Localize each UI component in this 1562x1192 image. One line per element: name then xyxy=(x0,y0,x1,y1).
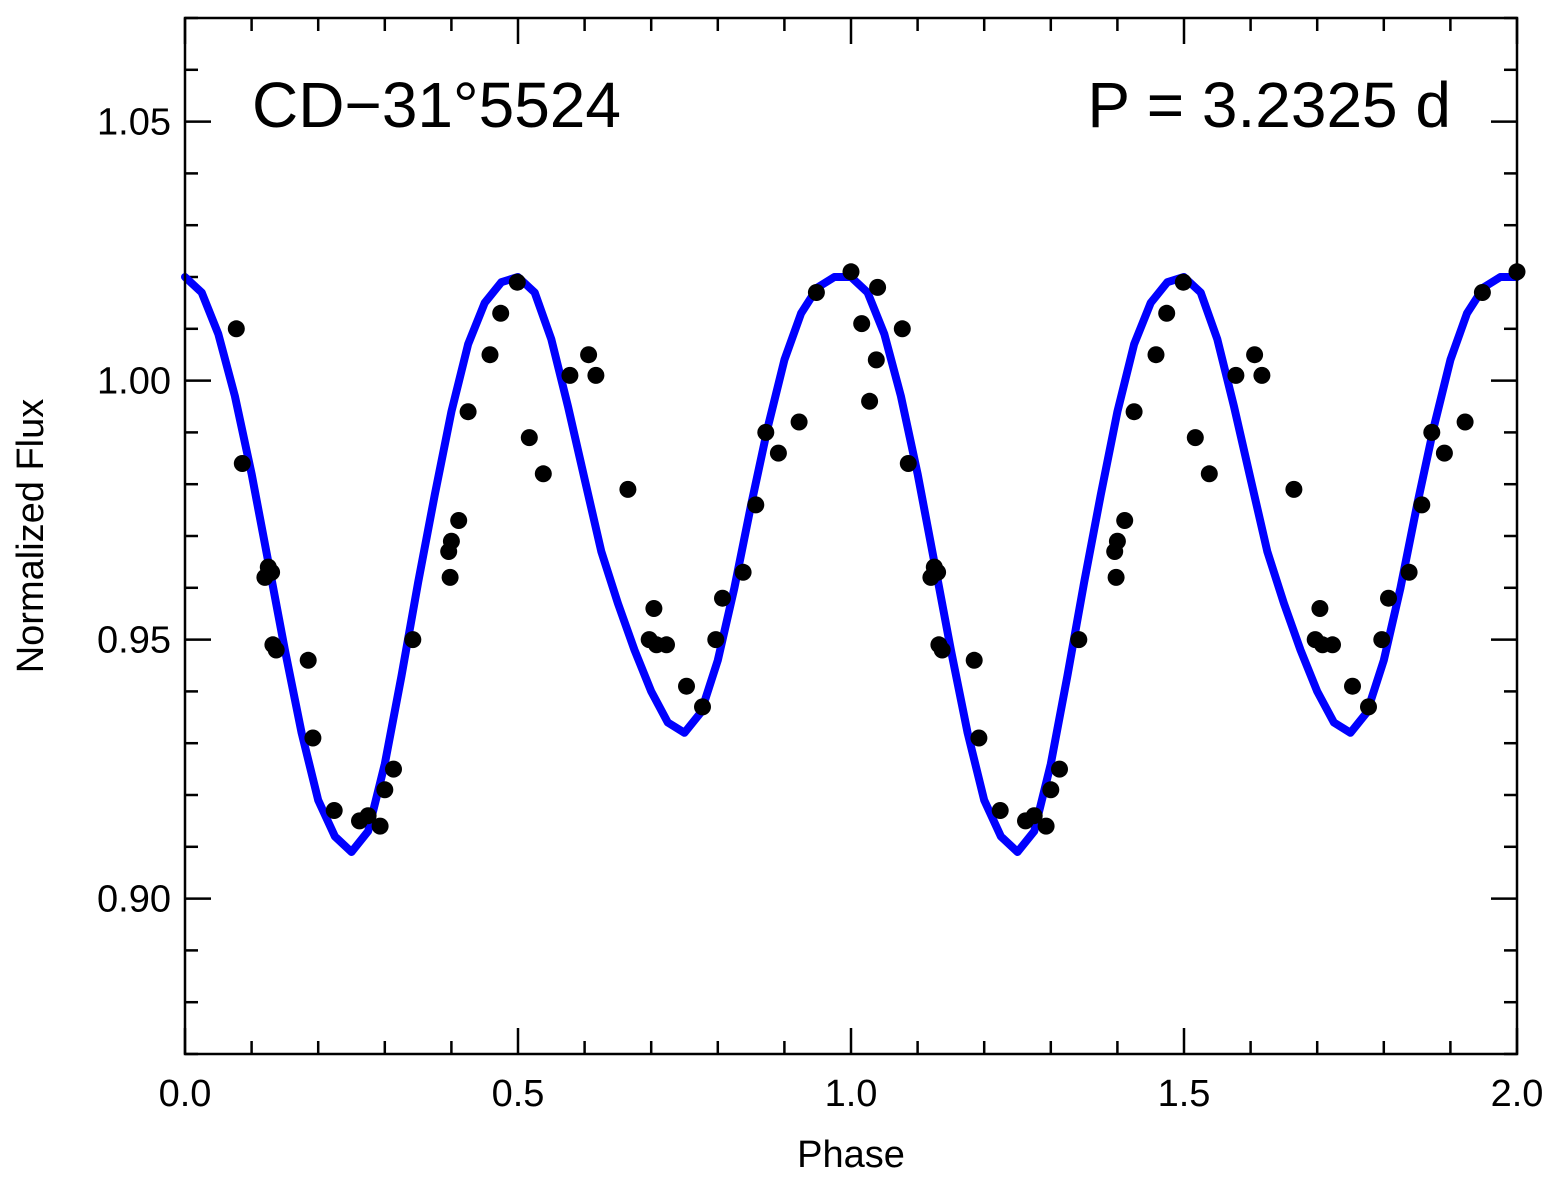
data-point xyxy=(899,455,917,472)
data-point xyxy=(1042,781,1060,799)
data-point xyxy=(1473,284,1491,301)
data-point xyxy=(658,636,675,654)
x-tick-label: 1.5 xyxy=(1158,1073,1211,1115)
data-point xyxy=(714,589,731,607)
data-point xyxy=(459,403,477,421)
data-point xyxy=(869,278,887,296)
data-point xyxy=(580,346,598,364)
data-point xyxy=(1200,465,1218,483)
data-point xyxy=(867,351,885,369)
data-point xyxy=(1186,429,1204,447)
y-tick-label: 0.95 xyxy=(97,620,171,662)
x-axis-label: Phase xyxy=(797,1134,905,1176)
data-point xyxy=(263,563,281,581)
data-point xyxy=(442,532,460,550)
data-point xyxy=(1344,677,1361,695)
y-tick-label: 0.90 xyxy=(97,879,171,921)
data-point xyxy=(1158,304,1176,322)
data-point xyxy=(645,600,663,617)
data-point xyxy=(233,455,251,472)
data-point xyxy=(619,480,637,498)
data-point xyxy=(1037,817,1055,835)
data-point xyxy=(929,563,947,581)
data-point xyxy=(267,641,285,659)
data-point xyxy=(1227,366,1245,384)
data-point xyxy=(450,512,468,529)
data-point xyxy=(1435,444,1453,462)
period-annotation: P = 3.2325 d xyxy=(1087,69,1451,141)
data-point xyxy=(359,807,377,825)
data-point xyxy=(1413,496,1431,514)
data-point xyxy=(694,698,711,716)
tick-labels: 0.0 0.5 1.0 1.5 2.0 0.90 0.95 1.00 1.05 xyxy=(97,102,1543,1115)
data-point xyxy=(991,802,1009,819)
data-point xyxy=(561,366,579,384)
axis-ticks xyxy=(183,16,1519,1056)
y-axis-label: Normalized Flux xyxy=(10,399,52,674)
model-curve xyxy=(181,273,1521,856)
data-point xyxy=(1147,346,1165,364)
data-point xyxy=(1423,423,1441,441)
data-point xyxy=(1324,636,1341,654)
data-point xyxy=(965,651,983,669)
data-point xyxy=(1311,600,1329,617)
data-point xyxy=(1107,568,1125,586)
data-point xyxy=(371,817,389,835)
data-point xyxy=(441,568,459,586)
data-point xyxy=(1380,589,1397,607)
data-point xyxy=(970,729,988,747)
data-point xyxy=(769,444,787,462)
data-point xyxy=(1174,273,1192,291)
data-point xyxy=(1456,413,1474,431)
data-point xyxy=(1246,346,1264,364)
data-point xyxy=(790,413,808,431)
y-tick-label: 1.00 xyxy=(97,361,171,403)
data-point xyxy=(481,346,499,364)
data-point xyxy=(807,284,825,301)
model-curve-layer xyxy=(181,273,1521,856)
data-point xyxy=(678,677,695,695)
data-point xyxy=(757,423,775,441)
data-point xyxy=(861,392,879,410)
data-point xyxy=(1108,532,1126,550)
data-point xyxy=(1070,631,1088,649)
data-point xyxy=(933,641,951,659)
data-point xyxy=(227,320,245,338)
data-point xyxy=(404,631,422,649)
data-point xyxy=(492,304,510,322)
data-points-layer xyxy=(227,263,1526,835)
data-point xyxy=(587,366,605,384)
data-point xyxy=(1116,512,1134,529)
data-point xyxy=(893,320,911,338)
data-point xyxy=(304,729,322,747)
object-name-annotation: CD−31°5524 xyxy=(252,69,621,141)
data-point xyxy=(734,563,752,581)
x-tick-label: 2.0 xyxy=(1491,1073,1544,1115)
data-point xyxy=(299,651,317,669)
data-point xyxy=(1360,698,1377,716)
data-point xyxy=(1025,807,1043,825)
x-tick-label: 0.0 xyxy=(159,1073,212,1115)
y-tick-label: 1.05 xyxy=(97,102,171,144)
data-point xyxy=(385,760,402,778)
data-point xyxy=(508,273,526,291)
data-point xyxy=(534,465,552,483)
data-point xyxy=(747,496,765,514)
data-point xyxy=(707,631,725,649)
data-point xyxy=(1285,480,1303,498)
data-point xyxy=(853,315,871,333)
data-point xyxy=(376,781,394,799)
data-point xyxy=(1051,760,1068,778)
data-point xyxy=(325,802,343,819)
data-point xyxy=(1400,563,1418,581)
data-point xyxy=(1125,403,1143,421)
data-point xyxy=(520,429,538,447)
plot-frame xyxy=(183,16,1519,1056)
data-point xyxy=(1373,631,1391,649)
x-tick-label: 1.0 xyxy=(825,1073,878,1115)
x-tick-label: 0.5 xyxy=(492,1073,545,1115)
data-point xyxy=(1253,366,1271,384)
data-point xyxy=(842,263,860,281)
